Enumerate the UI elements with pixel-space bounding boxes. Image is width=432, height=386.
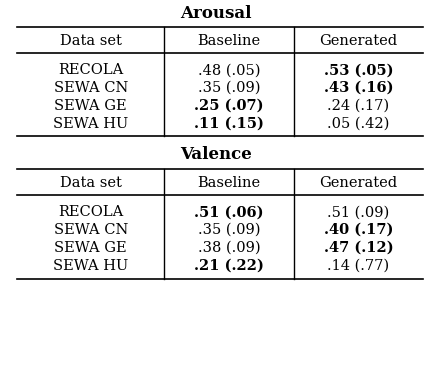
Text: .38 (.09): .38 (.09) <box>198 241 260 255</box>
Text: SEWA CN: SEWA CN <box>54 81 128 95</box>
Text: .11 (.15): .11 (.15) <box>194 117 264 130</box>
Text: SEWA HU: SEWA HU <box>53 117 128 130</box>
Text: Data set: Data set <box>60 34 122 47</box>
Text: SEWA GE: SEWA GE <box>54 99 127 113</box>
Text: SEWA CN: SEWA CN <box>54 223 128 237</box>
Text: .35 (.09): .35 (.09) <box>198 223 260 237</box>
Text: SEWA GE: SEWA GE <box>54 241 127 255</box>
Text: .40 (.17): .40 (.17) <box>324 223 393 237</box>
Text: RECOLA: RECOLA <box>58 205 124 219</box>
Text: .48 (.05): .48 (.05) <box>198 63 260 77</box>
Text: RECOLA: RECOLA <box>58 63 124 77</box>
Text: .05 (.42): .05 (.42) <box>327 117 390 130</box>
Text: .35 (.09): .35 (.09) <box>198 81 260 95</box>
Text: .25 (.07): .25 (.07) <box>194 99 264 113</box>
Text: .51 (.06): .51 (.06) <box>194 205 264 219</box>
Text: Baseline: Baseline <box>197 176 260 190</box>
Text: Generated: Generated <box>320 34 397 47</box>
Text: Data set: Data set <box>60 176 122 190</box>
Text: Arousal: Arousal <box>180 5 252 22</box>
Text: SEWA HU: SEWA HU <box>53 259 128 273</box>
Text: .24 (.17): .24 (.17) <box>327 99 390 113</box>
Text: .43 (.16): .43 (.16) <box>324 81 393 95</box>
Text: Baseline: Baseline <box>197 34 260 47</box>
Text: .21 (.22): .21 (.22) <box>194 259 264 273</box>
Text: Valence: Valence <box>180 146 252 163</box>
Text: .47 (.12): .47 (.12) <box>324 241 394 255</box>
Text: .51 (.09): .51 (.09) <box>327 205 390 219</box>
Text: .53 (.05): .53 (.05) <box>324 63 393 77</box>
Text: .14 (.77): .14 (.77) <box>327 259 390 273</box>
Text: Generated: Generated <box>320 176 397 190</box>
